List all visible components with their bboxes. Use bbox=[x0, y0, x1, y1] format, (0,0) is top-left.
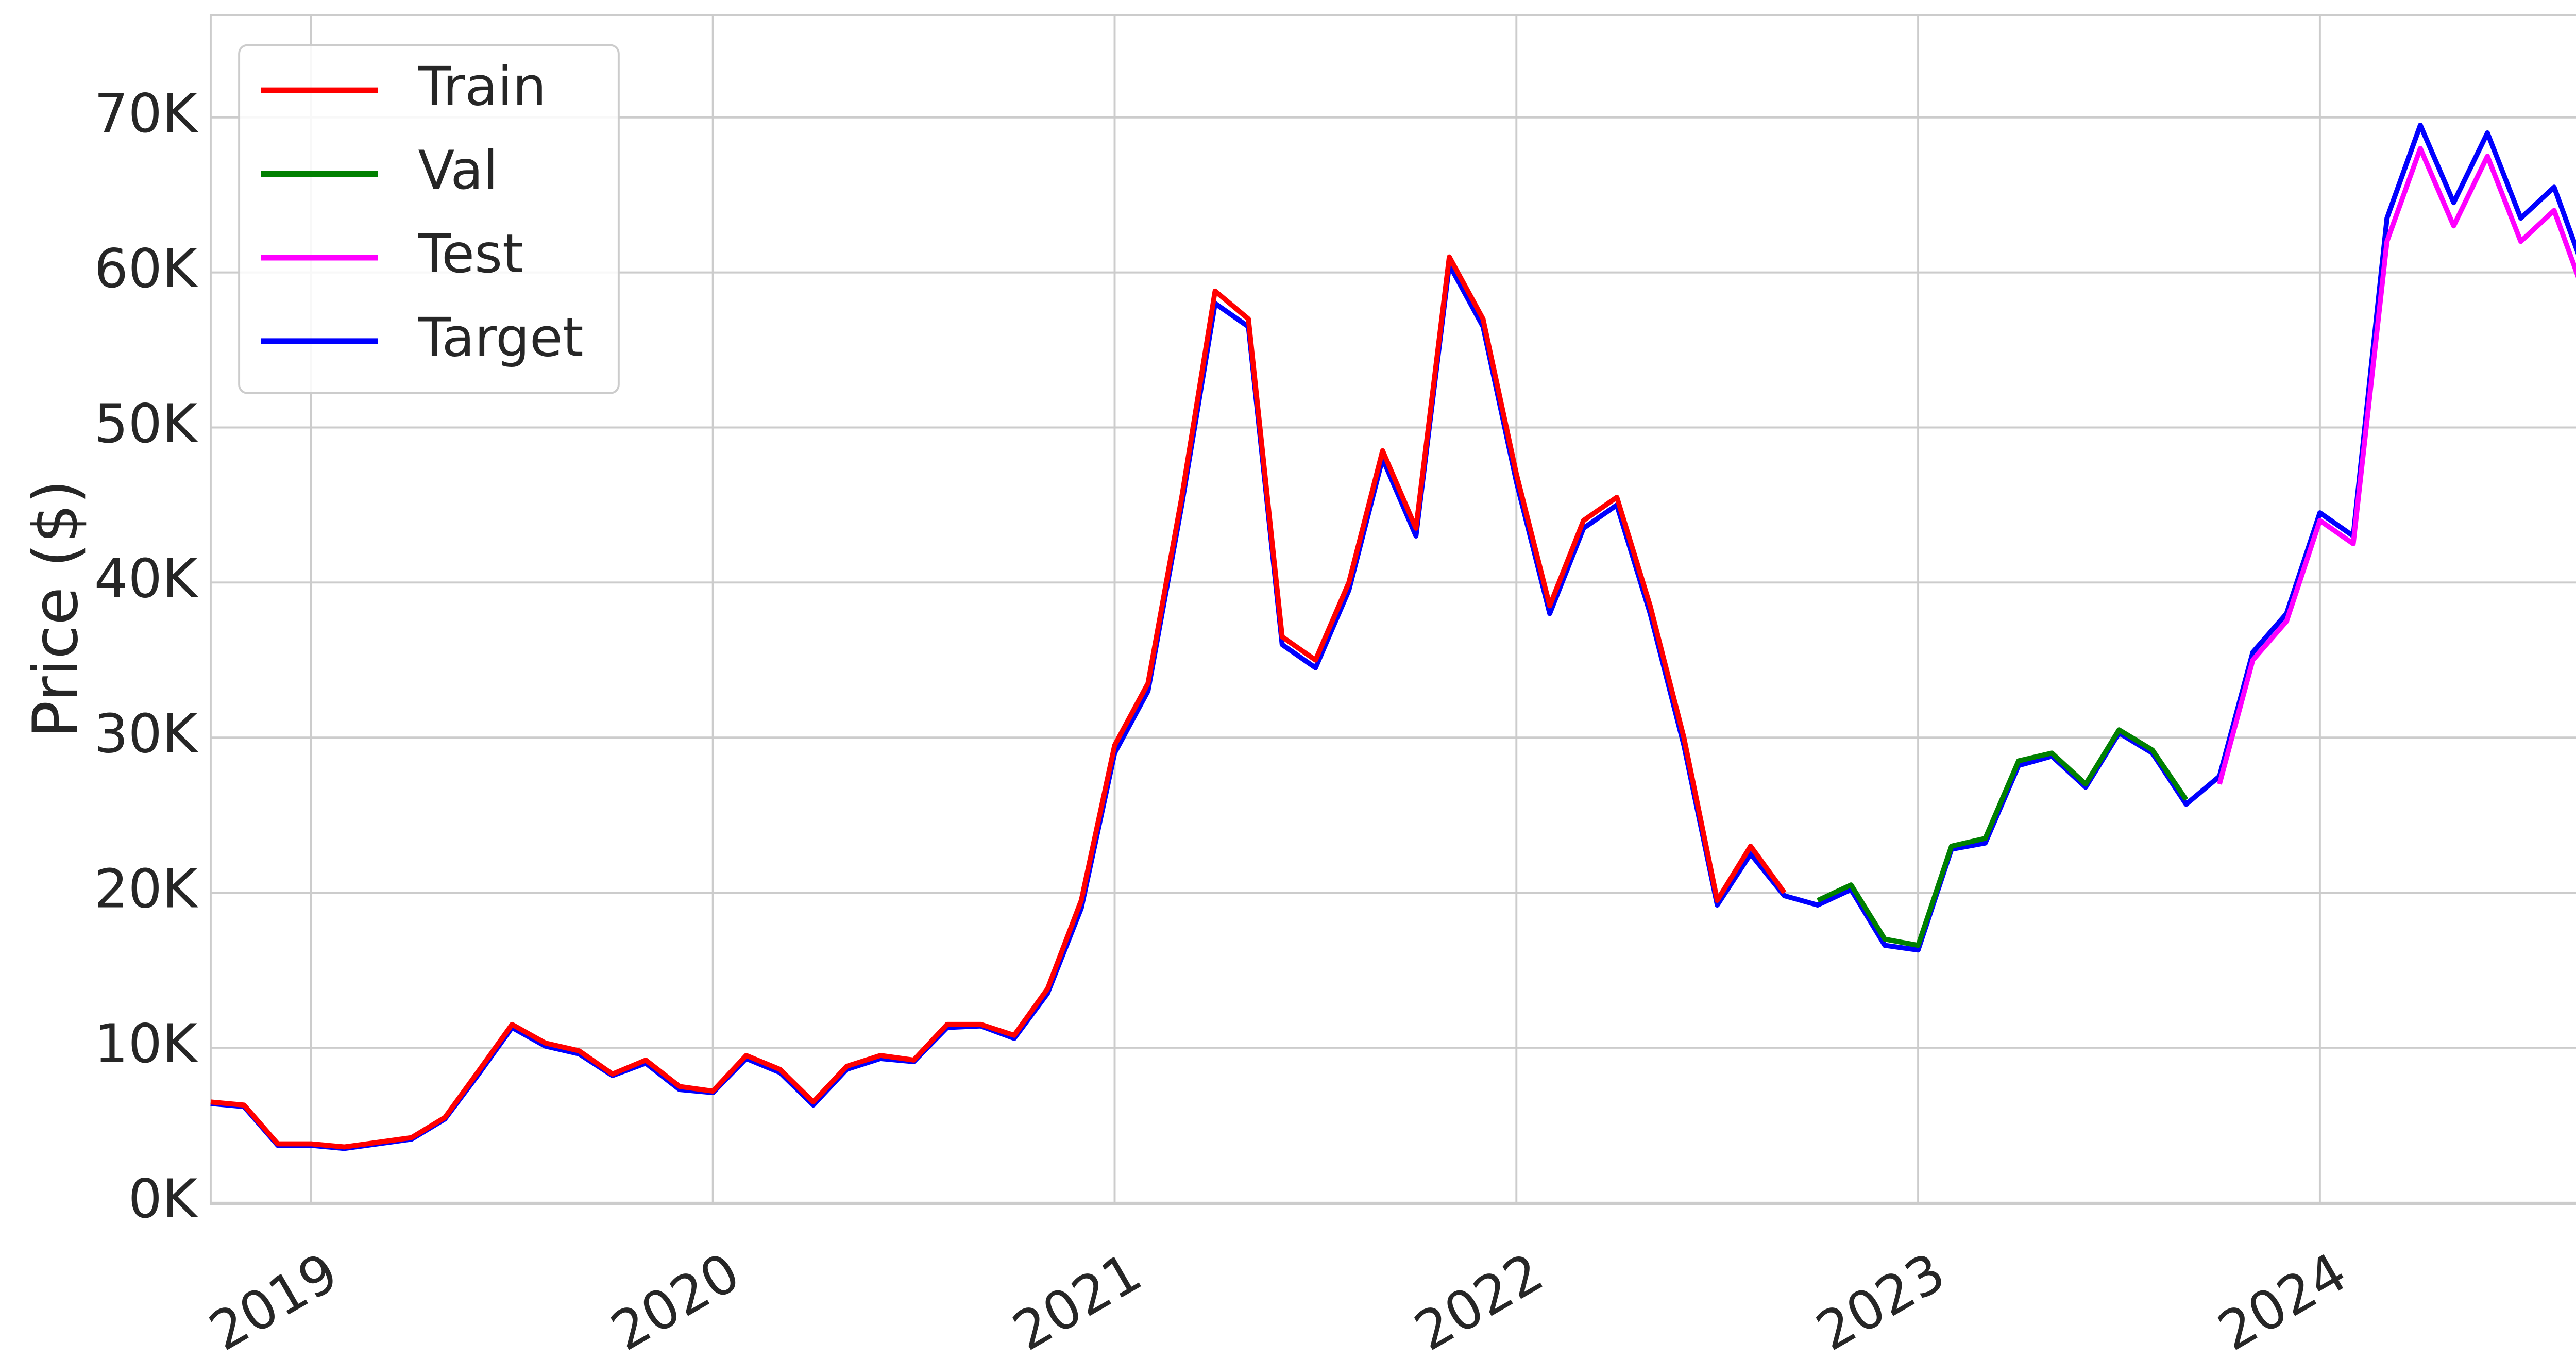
y-tick-label: 10K bbox=[94, 1013, 199, 1075]
series-line bbox=[2217, 146, 2576, 785]
legend-frame bbox=[238, 44, 620, 394]
y-axis-label: Price ($) bbox=[21, 480, 92, 738]
x-tick-label: 2022 bbox=[1405, 1241, 1554, 1359]
series-line bbox=[1817, 727, 2189, 948]
y-tick-label: 50K bbox=[94, 393, 199, 455]
legend: Train Val Test Target bbox=[238, 44, 620, 394]
legend-label: Test bbox=[417, 223, 523, 285]
x-tick-label: 2019 bbox=[199, 1241, 348, 1359]
legend-label: Target bbox=[417, 307, 583, 368]
y-tick-label: 70K bbox=[94, 83, 199, 145]
y-tick-label: 40K bbox=[94, 548, 199, 610]
legend-label: Train bbox=[417, 56, 546, 118]
y-tick-label: 60K bbox=[94, 238, 199, 300]
x-tick-label: 2023 bbox=[1806, 1241, 1955, 1359]
plot-frame bbox=[209, 14, 2576, 1205]
x-tick-label: 2024 bbox=[2208, 1241, 2357, 1359]
y-tick-label: 30K bbox=[94, 703, 199, 765]
x-tick-label: 2021 bbox=[1003, 1241, 1152, 1359]
series-line bbox=[210, 254, 1787, 1150]
y-tick-label: 20K bbox=[94, 858, 199, 920]
legend-label: Val bbox=[418, 140, 498, 202]
y-tick-label: 0K bbox=[128, 1168, 199, 1230]
x-tick-label: 2020 bbox=[601, 1241, 750, 1359]
